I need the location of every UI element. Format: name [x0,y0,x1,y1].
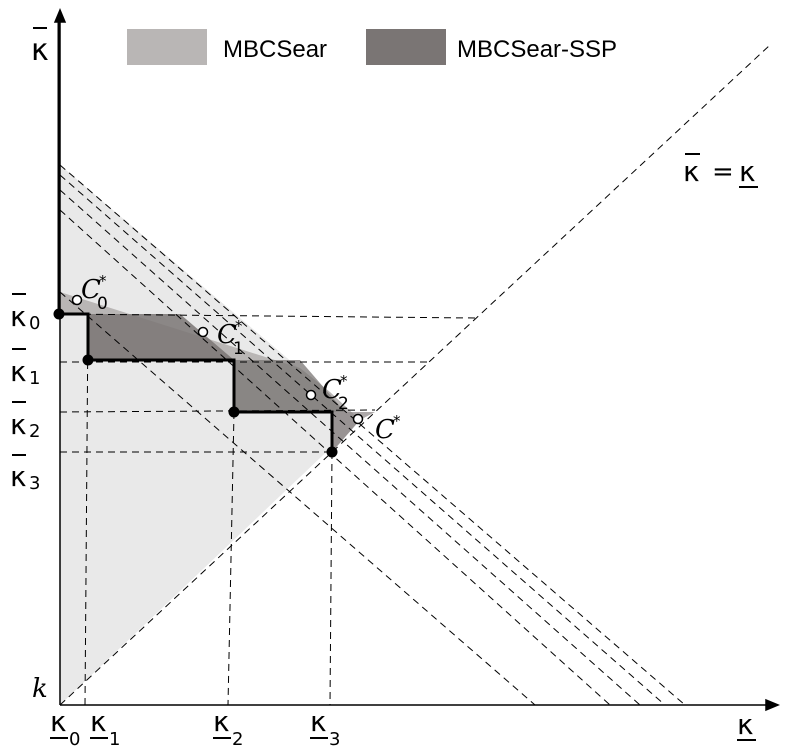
svg-text:1: 1 [29,368,40,389]
x-tick-1: κ 1 [90,705,120,750]
svg-text:2: 2 [232,729,243,750]
svg-text:0: 0 [69,729,80,750]
svg-text:κ: κ [31,33,49,68]
dashed-lines [59,44,771,706]
x-tick-0: κ 0 [50,705,80,750]
svg-text:κ: κ [737,708,754,741]
svg-text:2: 2 [29,421,40,442]
legend-label-mbcsear-ssp: MBCSear-SSP [457,36,617,63]
y-tick-3: κ 3 [10,454,40,494]
point-label-c1: C * 1 [217,317,244,359]
legend-label-mbcsear: MBCSear [223,36,327,63]
svg-text:*: * [99,272,107,290]
svg-text:1: 1 [109,729,120,750]
svg-text:0: 0 [97,294,108,314]
y-axis-label: κ [31,27,49,68]
legend-swatch-mbcsear [127,29,207,65]
svg-text:κ: κ [739,155,756,188]
svg-text:=: = [712,157,734,187]
svg-text:*: * [340,372,348,390]
mbcsear-ssp-region-2 [234,360,345,412]
optimal-points [71,294,364,425]
y-tick-0: κ 0 [10,293,40,334]
legend-swatch-mbcsear-ssp [366,29,446,65]
svg-text:κ: κ [50,705,67,738]
feasible-region [60,165,360,705]
svg-text:C: C [322,375,342,405]
mbcsear-ssp-region-3 [332,412,375,452]
svg-text:C: C [217,320,237,350]
svg-text:*: * [393,412,401,430]
svg-text:κ: κ [310,705,327,738]
svg-text:κ: κ [683,155,700,188]
svg-text:1: 1 [233,339,244,359]
legend: MBCSear MBCSear-SSP [127,29,617,65]
svg-text:C: C [81,275,101,305]
svg-text:2: 2 [338,394,349,414]
point-label-c0: C * 0 [81,272,108,314]
svg-text:κ: κ [213,705,230,738]
diagonal-label: κ = κ [683,153,758,188]
origin-label: k [32,674,48,704]
svg-text:*: * [235,317,243,335]
svg-text:3: 3 [29,473,40,494]
y-tick-2: κ 2 [10,401,40,442]
svg-text:κ: κ [10,300,27,333]
svg-text:0: 0 [29,313,40,334]
svg-text:κ: κ [10,355,27,388]
point-label-c-star: C * [375,412,401,445]
svg-text:κ: κ [10,408,27,441]
svg-text:C: C [375,415,395,445]
svg-text:3: 3 [329,729,340,750]
point-label-c2: C * 2 [322,372,349,414]
svg-text:κ: κ [90,705,107,738]
x-tick-3: κ 3 [310,705,340,750]
x-tick-2: κ 2 [213,705,243,750]
x-axis-label: κ [737,708,756,741]
y-tick-1: κ 1 [10,348,40,389]
staircase-points [53,308,338,458]
svg-text:κ: κ [10,460,27,493]
